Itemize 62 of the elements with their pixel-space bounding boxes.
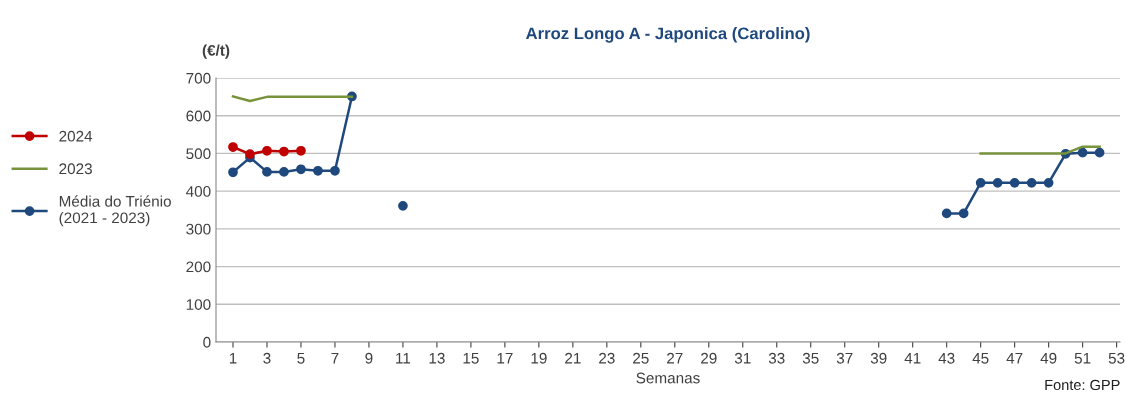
- point: [1077, 147, 1088, 158]
- x-tick-label: 1: [229, 352, 237, 364]
- x-tick-label: 51: [1074, 352, 1091, 364]
- point: [228, 167, 238, 178]
- x-tick-label: 27: [667, 352, 683, 364]
- x-tick-label: 9: [365, 352, 373, 364]
- point: [262, 145, 272, 156]
- point: [313, 165, 323, 176]
- x-tick-label: 45: [972, 352, 989, 364]
- x-tick-label: 31: [734, 352, 751, 364]
- x-tick-label: 17: [497, 352, 513, 364]
- point: [941, 208, 952, 219]
- legend-label: 2023: [59, 163, 92, 175]
- x-tick-label: 49: [1040, 352, 1057, 364]
- point: [330, 165, 340, 176]
- x-tick-label: 39: [870, 352, 887, 364]
- x-axis-title: Semanas: [636, 372, 700, 384]
- point: [296, 145, 306, 156]
- x-tick-label: 25: [633, 352, 649, 364]
- point: [1094, 147, 1105, 158]
- x-tick-label: 53: [1108, 352, 1125, 364]
- point: [398, 200, 408, 211]
- y-tick-label: 100: [186, 299, 211, 310]
- x-tick-label: 41: [904, 352, 921, 364]
- point: [228, 142, 238, 152]
- x-tick-label: 37: [836, 352, 853, 364]
- x-tick-label: 35: [802, 352, 819, 364]
- y-tick-label: 600: [186, 110, 211, 122]
- x-tick-label: 29: [701, 352, 717, 364]
- x-tick-label: 33: [768, 352, 785, 364]
- y-tick-label: 400: [186, 186, 211, 197]
- y-tick-label: 700: [186, 72, 211, 84]
- x-tick-label: 11: [396, 352, 411, 364]
- legend-label: 2024: [59, 130, 93, 142]
- point: [296, 164, 306, 175]
- x-tick-label: 19: [531, 352, 547, 364]
- x-tick-label: 13: [429, 352, 445, 364]
- x-tick-label: 47: [1006, 352, 1023, 364]
- x-tick-label: 5: [297, 352, 305, 364]
- source-note: Fonte: GPP: [1045, 379, 1120, 391]
- x-tick-label: 23: [599, 352, 615, 364]
- y-tick-label: 300: [186, 223, 211, 235]
- point: [279, 146, 289, 157]
- y-tick-label: 0: [203, 336, 211, 348]
- y-tick-label: 200: [186, 261, 211, 273]
- x-tick-label: 15: [463, 352, 479, 364]
- y-axis-title: (€/t): [202, 44, 230, 59]
- x-tick-label: 7: [331, 352, 339, 364]
- point: [958, 208, 969, 219]
- y-tick-label: 500: [186, 148, 211, 160]
- x-tick-label: 43: [938, 352, 955, 364]
- legend-label: Média do Triénio (2021 - 2023): [59, 195, 171, 227]
- point: [975, 177, 986, 188]
- point: [279, 167, 289, 177]
- chart-title: Arroz Longo A - Japonica (Carolino): [525, 27, 810, 43]
- x-tick-label: 21: [565, 352, 581, 364]
- point: [1009, 177, 1020, 188]
- x-tick-label: 3: [263, 352, 271, 364]
- point: [1026, 177, 1037, 188]
- point: [262, 167, 272, 177]
- point: [992, 177, 1003, 188]
- point: [1043, 177, 1054, 188]
